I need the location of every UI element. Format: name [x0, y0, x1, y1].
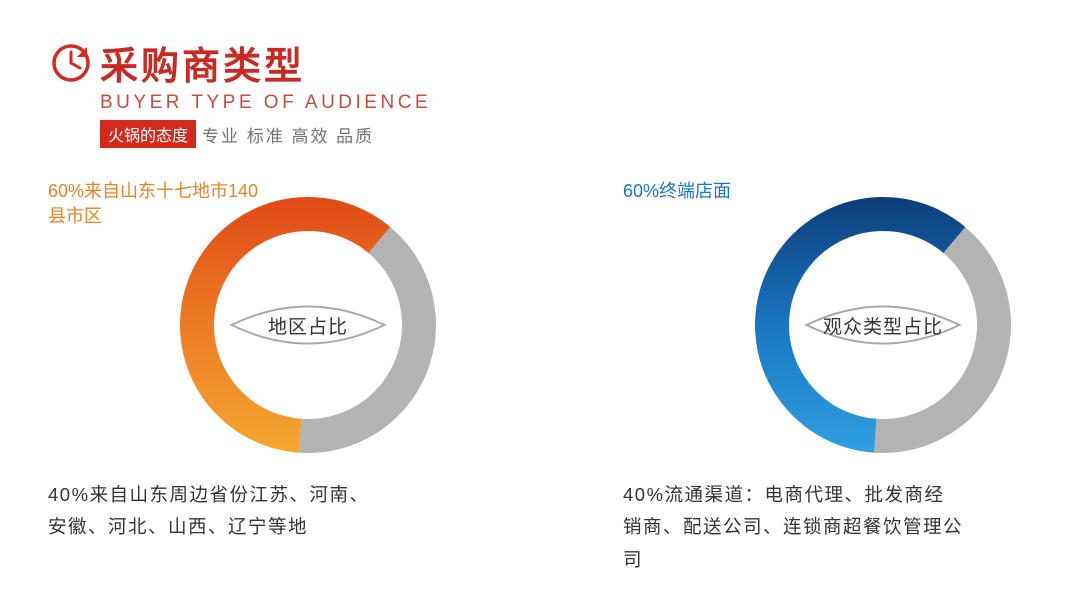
header: 采购商类型 BUYER TYPE OF AUDIENCE 火锅的态度 专业 标准… — [50, 35, 431, 148]
region-center-badge: 地区占比 — [226, 294, 391, 356]
subtitle: BUYER TYPE OF AUDIENCE — [100, 92, 431, 114]
audience-bottom-label: 40%流通渠道：电商代理、批发商经销商、配送公司、连锁商超餐饮管理公司 — [623, 479, 963, 576]
tag-row: 火锅的态度 专业 标准 高效 品质 — [100, 120, 431, 148]
clock-arrow-icon — [50, 42, 92, 84]
tag-text: 专业 标准 高效 品质 — [202, 122, 374, 147]
region-chart-block: 60%来自山东十七地市140县市区 地区占比 40%来自山东周边省 — [48, 175, 448, 576]
title-row: 采购商类型 — [50, 35, 431, 90]
audience-center-badge: 观众类型占比 — [801, 294, 966, 356]
red-tag: 火锅的态度 — [100, 120, 196, 148]
audience-top-label: 60%终端店面 — [623, 179, 731, 204]
region-bottom-label: 40%来自山东周边省份江苏、河南、安徽、河北、山西、辽宁等地 — [48, 479, 388, 544]
audience-donut: 观众类型占比 — [753, 195, 1013, 455]
region-donut: 地区占比 — [178, 195, 438, 455]
region-center-label: 地区占比 — [268, 312, 348, 339]
main-title: 采购商类型 — [100, 35, 305, 90]
audience-chart-block: 60%终端店面 观众类型占比 40%流通渠道：电商代理、批发商经销 — [623, 175, 1023, 576]
audience-center-label: 观众类型占比 — [823, 312, 943, 339]
charts-container: 60%来自山东十七地市140县市区 地区占比 40%来自山东周边省 — [48, 175, 1032, 576]
